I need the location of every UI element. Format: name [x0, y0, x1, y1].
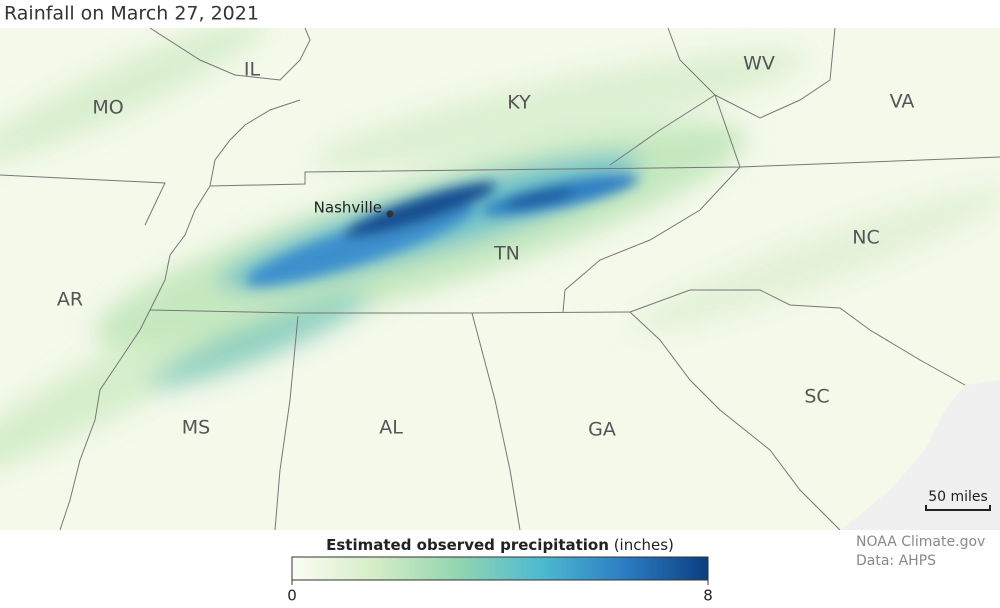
state-label: AR — [57, 289, 83, 311]
rain-core — [245, 174, 639, 286]
state-label: WV — [743, 53, 775, 75]
state-label: MS — [182, 417, 210, 439]
scale-bar — [925, 505, 991, 511]
colorbar-tick-label: 8 — [703, 587, 713, 605]
colorbar — [291, 556, 709, 581]
colorbar-tick-label: 0 — [287, 587, 297, 605]
state-label: SC — [804, 386, 829, 408]
map: MO IL KY WV VA NC TN AR MS AL GA SC Nashville 50 mi… — [0, 28, 1000, 530]
legend-units: (inches) — [614, 536, 674, 554]
state-label: MO — [92, 97, 123, 119]
title: Rainfall on March 27, 2021 — [4, 3, 259, 25]
state-labels: MO IL KY WV VA NC TN AR MS AL GA SC — [57, 53, 914, 441]
state-label: VA — [890, 91, 915, 113]
credit: NOAA Climate.gov — [856, 534, 985, 550]
city-label: Nashville — [314, 199, 382, 217]
scale-bar-label: 50 miles — [928, 489, 988, 505]
city-marker — [386, 210, 394, 218]
state-label: TN — [493, 243, 520, 265]
state-borders — [0, 28, 1000, 530]
state-label: KY — [507, 92, 531, 114]
ocean — [840, 380, 1000, 530]
state-label: NC — [852, 227, 879, 249]
legend-title-main: Estimated observed precipitation — [326, 536, 609, 554]
state-label: AL — [379, 417, 403, 439]
state-label: GA — [588, 419, 616, 441]
state-label: IL — [244, 59, 261, 81]
legend-title: Estimated observed precipitation (inches… — [326, 536, 674, 554]
credit: Data: AHPS — [856, 553, 936, 569]
